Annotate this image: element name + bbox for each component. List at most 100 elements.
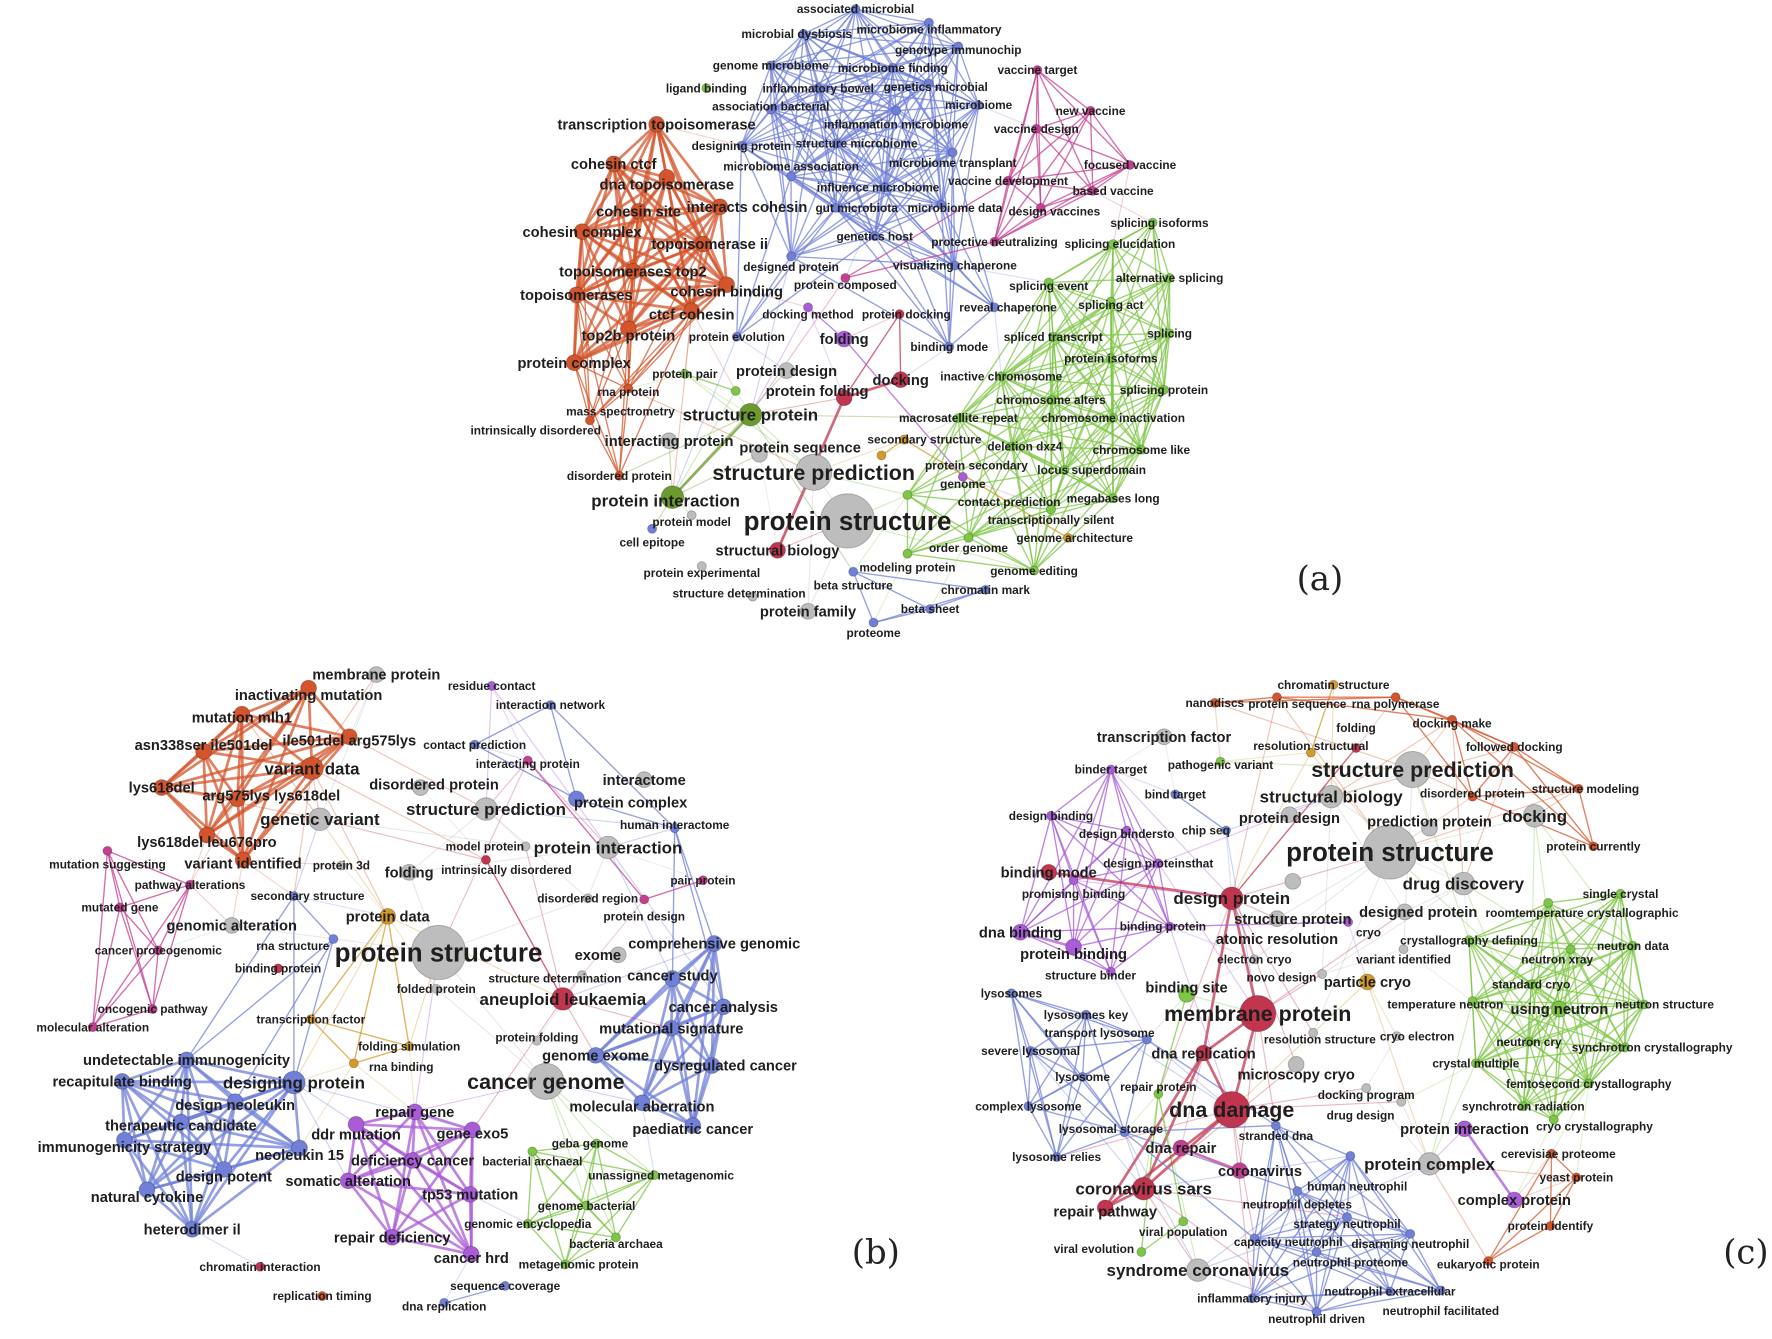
node-folding xyxy=(835,330,853,348)
node-ligand-binding xyxy=(701,83,712,94)
edge xyxy=(310,1018,355,1064)
edge xyxy=(736,256,792,338)
edge xyxy=(1000,375,1066,471)
edge xyxy=(770,82,930,111)
edge xyxy=(1010,399,1052,447)
edge xyxy=(1020,925,1170,933)
node-label-design-protein: design protein xyxy=(1173,889,1290,908)
node-label-protein-interaction: protein interaction xyxy=(534,838,683,857)
edge xyxy=(818,82,929,89)
edge xyxy=(157,884,191,951)
node-visualizing-chaperone xyxy=(949,260,960,271)
node-label-microbiome: microbiome xyxy=(945,98,1013,112)
edge xyxy=(1253,1190,1298,1239)
edge xyxy=(1428,1000,1473,1165)
edge xyxy=(758,454,779,551)
node-label-rna-structure: rna structure xyxy=(256,939,330,953)
edge xyxy=(1052,336,1112,359)
edge xyxy=(712,943,725,1007)
edge xyxy=(1050,357,1112,510)
edge xyxy=(749,307,809,415)
edge xyxy=(627,243,704,330)
node-label-bacteria-archaea: bacteria archaea xyxy=(569,1237,663,1251)
edge xyxy=(741,110,897,147)
node-design-bindersto xyxy=(1121,825,1132,836)
node-inactive-chromosome xyxy=(996,371,1007,382)
edge xyxy=(1463,883,1572,950)
edge xyxy=(206,767,313,837)
node-synchrotron-crystallography xyxy=(1620,1042,1630,1053)
edge xyxy=(845,241,995,279)
node-model-protein xyxy=(520,841,531,852)
edge xyxy=(640,1005,725,1104)
edge xyxy=(1428,1063,1477,1165)
edge xyxy=(843,313,900,340)
edge xyxy=(92,907,121,1028)
edge xyxy=(1157,994,1188,1094)
node-label-binding-site: binding site xyxy=(1145,981,1227,997)
edge xyxy=(1020,931,1112,973)
edge xyxy=(1528,1041,1555,1120)
node-genetics-microbial xyxy=(923,78,934,89)
edge xyxy=(957,417,1052,511)
node-designed-protein xyxy=(786,251,797,262)
node-asn338ser-ile501del xyxy=(195,743,212,760)
node-label-repair-pathway: repair pathway xyxy=(1053,1204,1157,1220)
node-protein-model xyxy=(686,510,697,521)
edge xyxy=(581,231,591,421)
edge xyxy=(549,704,578,800)
edge xyxy=(1033,497,1114,572)
node-resolution-structural xyxy=(1305,747,1316,758)
node-contact-prediction xyxy=(902,489,913,500)
edge xyxy=(581,231,630,389)
edge xyxy=(1197,1155,1351,1271)
node-label-complex-lysosome: complex lysosome xyxy=(975,1099,1082,1113)
edge xyxy=(575,205,721,297)
edge xyxy=(1553,1009,1561,1120)
node-pathogenic-variant xyxy=(1215,756,1226,767)
node-label-cancer-genome: cancer genome xyxy=(467,1070,624,1094)
node-secondary-structure xyxy=(899,434,910,445)
edge xyxy=(852,571,875,623)
edge xyxy=(527,1174,655,1225)
node-femtosecond-crystallography xyxy=(1583,1078,1594,1089)
edge xyxy=(1085,1014,1233,1111)
edge xyxy=(581,899,645,976)
node-cohesin-site xyxy=(630,202,647,220)
node-splicing-act xyxy=(1105,296,1116,307)
edge xyxy=(474,744,577,800)
edge xyxy=(1346,1163,1430,1218)
edge xyxy=(1142,1052,1205,1190)
edge xyxy=(690,206,722,312)
edge xyxy=(770,109,792,257)
edge xyxy=(1169,926,1233,1110)
edge xyxy=(1140,389,1165,450)
edge xyxy=(1321,883,1464,975)
node-label-bacterial-archaeal: bacterial archaeal xyxy=(482,1155,582,1169)
node-label-designing-protein: designing protein xyxy=(223,1073,365,1092)
edge xyxy=(770,109,792,177)
node-rna-binding xyxy=(348,1058,359,1069)
node-protein-design xyxy=(639,894,650,905)
node-label-structural-biology: structural biology xyxy=(716,543,841,559)
edge xyxy=(185,895,295,1061)
edge xyxy=(907,445,1012,496)
edge xyxy=(353,1062,416,1113)
edge xyxy=(1007,128,1037,182)
node-complex-lysosome xyxy=(1023,1101,1034,1112)
edge xyxy=(853,571,986,591)
edge xyxy=(736,235,876,338)
edge xyxy=(1523,1105,1555,1121)
edge xyxy=(741,82,930,147)
node-label-immunogenicity-strategy: immunogenicity strategy xyxy=(38,1140,212,1156)
node-structural-biology xyxy=(769,541,786,559)
node-label-neutrophil-depletes: neutrophil depletes xyxy=(1243,1198,1353,1212)
node-label-metagenomic-protein: metagenomic protein xyxy=(519,1258,639,1272)
edge xyxy=(146,1100,237,1191)
edge xyxy=(940,204,996,308)
node-cancer-hrd xyxy=(462,1245,480,1263)
edge xyxy=(632,269,727,287)
node-structure-determination xyxy=(577,970,588,981)
edge xyxy=(740,87,819,147)
